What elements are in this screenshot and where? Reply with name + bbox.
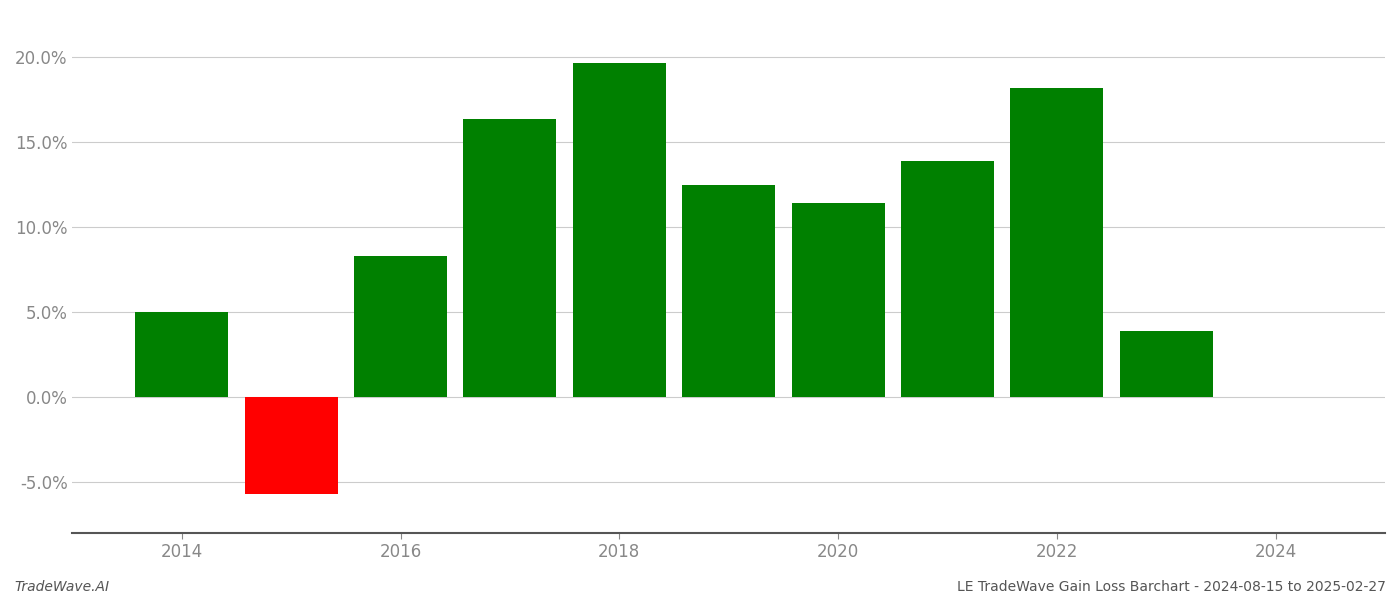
Text: LE TradeWave Gain Loss Barchart - 2024-08-15 to 2025-02-27: LE TradeWave Gain Loss Barchart - 2024-0…	[958, 580, 1386, 594]
Bar	[902, 161, 994, 397]
Bar	[1011, 88, 1103, 397]
Text: TradeWave.AI: TradeWave.AI	[14, 580, 109, 594]
Bar	[573, 62, 666, 397]
Bar	[354, 256, 447, 397]
Bar	[791, 203, 885, 397]
Bar	[682, 185, 776, 397]
Bar	[245, 397, 337, 494]
Bar	[136, 312, 228, 397]
Bar	[463, 119, 556, 397]
Bar	[1120, 331, 1212, 397]
